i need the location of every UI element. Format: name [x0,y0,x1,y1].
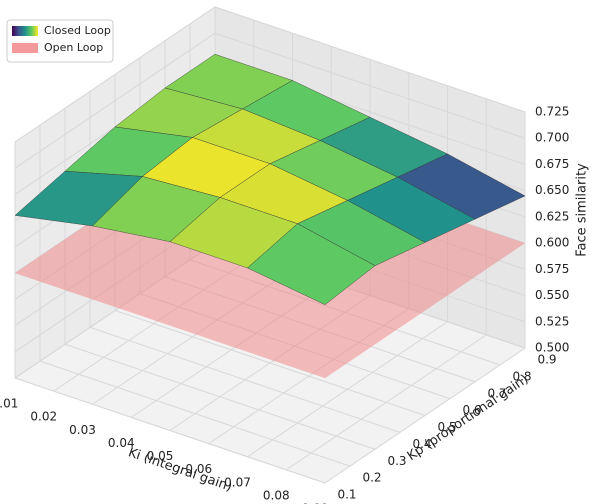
x-tick-label: 0.04 [108,436,135,450]
open-loop-patch [170,291,298,352]
x-tick-label: 0.07 [224,475,251,489]
y-tick-label: 0.7 [487,386,506,400]
x-tick-label: 0.01 [0,397,18,411]
grid-line [64,343,376,450]
grid-line [14,377,326,484]
y-tick-label: 0.5 [437,420,456,434]
y-tick-label: 0.2 [362,471,381,485]
z-tick-label: 0.725 [535,105,569,119]
open-loop-patch [92,265,220,326]
y-tick-label: 0.8 [512,369,531,383]
closed-loop-patch [247,223,376,305]
grid-line [214,32,526,139]
z-tick-label: 0.500 [535,341,569,355]
plot [14,53,526,379]
legend: Closed Loop Open Loop [6,19,114,63]
x-axis-label: Ki (integral gain) [126,445,234,495]
legend-label: Closed Loop [44,24,111,37]
z-tick-label: 0.575 [535,262,569,276]
legend-label: Open Loop [44,41,103,54]
z-tick-label: 0.625 [535,209,569,223]
z-tick-label: 0.700 [535,131,569,145]
open-loop-patch [142,231,270,292]
grid-line [114,310,426,416]
open-loop-patch [247,318,375,379]
x-tick-label: 0.05 [147,449,174,463]
z-tick-label: 0.525 [535,314,569,328]
z-tick-label: 0.550 [535,288,569,302]
open-loop-patch [220,258,348,319]
grid-line [214,6,526,113]
x-tick-label: 0.09 [302,502,329,504]
y-tick-label: 0.9 [537,353,556,367]
x-tick-label: 0.06 [185,462,212,476]
y-tick-label: 0.6 [462,403,481,417]
x-tick-label: 0.02 [30,410,57,424]
open-loop-patch [347,250,475,311]
z-tick-label: 0.650 [535,183,569,197]
open-loop-patch [15,239,143,300]
y-tick-label: 0.4 [412,437,431,451]
grid-line [39,360,351,467]
grid-line [14,32,216,169]
y-tick-label: 0.1 [337,488,356,502]
grid-line [89,326,401,433]
legend-swatch [12,26,38,36]
legend-swatch [12,43,38,53]
x-tick-label: 0.03 [69,423,96,437]
grid-line [14,6,216,143]
y-tick-label: 0.3 [387,454,406,468]
z-tick-label: 0.600 [535,236,569,250]
x-tick-label: 0.08 [263,488,290,502]
z-axis-label: Face similarity [575,163,590,257]
z-tick-label: 0.675 [535,157,569,171]
